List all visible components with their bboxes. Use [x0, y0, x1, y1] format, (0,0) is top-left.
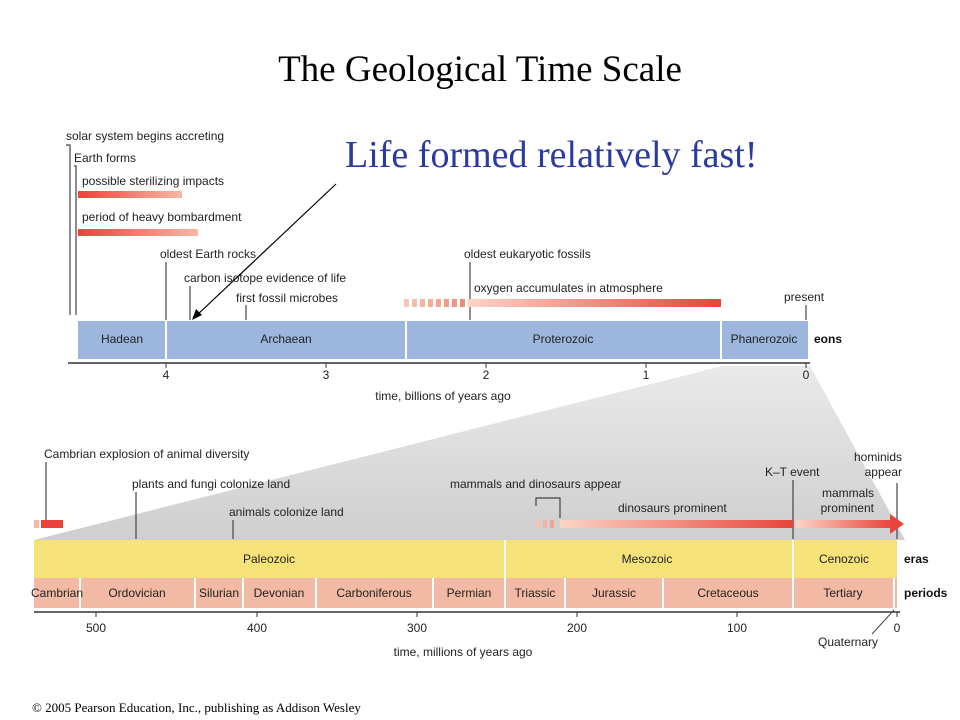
event-first-microbes: first fossil microbes: [236, 291, 338, 305]
eon-axis: [68, 362, 810, 368]
period-label-jurassic: Jurassic: [592, 586, 636, 600]
eon-event-markers: [66, 144, 807, 320]
event-mammals-dinosaurs: mammals and dinosaurs appear: [450, 477, 621, 491]
event-carbon-isotope: carbon isotope evidence of life: [184, 271, 346, 285]
event-kt: K–T event: [765, 465, 820, 479]
era-bar: [34, 540, 897, 578]
event-earth-forms: Earth forms: [74, 151, 136, 165]
eon-axis-label: time, billions of years ago: [375, 389, 511, 403]
period-tick-300: 300: [407, 621, 427, 635]
eon-tick-3: 3: [323, 368, 330, 382]
period-axis-label: time, millions of years ago: [394, 645, 533, 659]
eon-label-hadean: Hadean: [101, 332, 143, 346]
period-label-silurian: Silurian: [199, 586, 239, 600]
eon-tick-2: 2: [483, 368, 490, 382]
period-axis: [34, 609, 900, 635]
period-tick-400: 400: [247, 621, 267, 635]
event-heavy-bombardment: period of heavy bombardment: [82, 210, 242, 224]
event-oxygen: oxygen accumulates in atmosphere: [474, 281, 663, 295]
period-label-permian: Permian: [447, 586, 492, 600]
eon-tick-4: 4: [163, 368, 170, 382]
slide-title: The Geological Time Scale: [278, 49, 682, 90]
period-tick-200: 200: [567, 621, 587, 635]
eon-tick-1: 1: [643, 368, 650, 382]
period-label-cambrian: Cambrian: [31, 586, 83, 600]
zoom-wedge: [34, 366, 905, 540]
periods-row-label: periods: [904, 586, 948, 600]
period-tick-0: 0: [894, 621, 901, 635]
era-label-paleozoic: Paleozoic: [243, 552, 295, 566]
event-present: present: [784, 290, 825, 304]
event-sterilizing-impacts: possible sterilizing impacts: [82, 174, 224, 188]
period-label-devonian: Devonian: [254, 586, 305, 600]
period-tick-100: 100: [727, 621, 747, 635]
period-label-triassic: Triassic: [515, 586, 556, 600]
event-eukaryotic-fossils: oldest eukaryotic fossils: [464, 247, 591, 261]
event-dinosaurs-prominent: dinosaurs prominent: [618, 501, 727, 515]
period-tick-500: 500: [86, 621, 106, 635]
sterilizing-impacts-bar: [78, 191, 182, 198]
period-label-quaternary: Quaternary: [818, 635, 878, 649]
heavy-bombardment-bar: [78, 229, 198, 236]
eon-label-phanerozoic: Phanerozoic: [731, 332, 798, 346]
cambrian-explosion-bar: [34, 520, 63, 528]
callout-arrow: [192, 183, 337, 320]
dinosaurs-prominent-bar: [536, 520, 793, 528]
eon-bar: [78, 321, 808, 359]
eras-row-label: eras: [904, 552, 929, 566]
copyright-notice: © 2005 Pearson Education, Inc., publishi…: [32, 700, 361, 715]
era-label-cenozoic: Cenozoic: [819, 552, 869, 566]
period-label-ordovician: Ordovician: [108, 586, 165, 600]
event-animals-land: animals colonize land: [229, 505, 344, 519]
eon-label-proterozoic: Proterozoic: [533, 332, 594, 346]
mammals-prominent-bar: [796, 514, 904, 534]
period-label-tertiary: Tertiary: [823, 586, 862, 600]
eon-label-archaean: Archaean: [260, 332, 311, 346]
event-cambrian-explosion: Cambrian explosion of animal diversity: [44, 447, 249, 461]
event-plants-fungi: plants and fungi colonize land: [132, 477, 290, 491]
eons-row-label: eons: [814, 332, 842, 346]
callout-text: Life formed relatively fast!: [345, 134, 758, 176]
event-solar-system: solar system begins accreting: [66, 129, 224, 143]
period-label-cretaceous: Cretaceous: [697, 586, 758, 600]
oxygen-accumulation-bar: [404, 299, 721, 307]
event-oldest-rocks: oldest Earth rocks: [160, 247, 256, 261]
event-hominids: hominids appear: [854, 450, 902, 479]
event-mammals-prominent: mammals prominent: [821, 486, 875, 515]
period-bar: [34, 578, 897, 608]
era-label-mesozoic: Mesozoic: [622, 552, 673, 566]
period-event-markers: [45, 462, 898, 539]
eon-tick-0: 0: [803, 368, 810, 382]
period-label-carboniferous: Carboniferous: [336, 586, 411, 600]
